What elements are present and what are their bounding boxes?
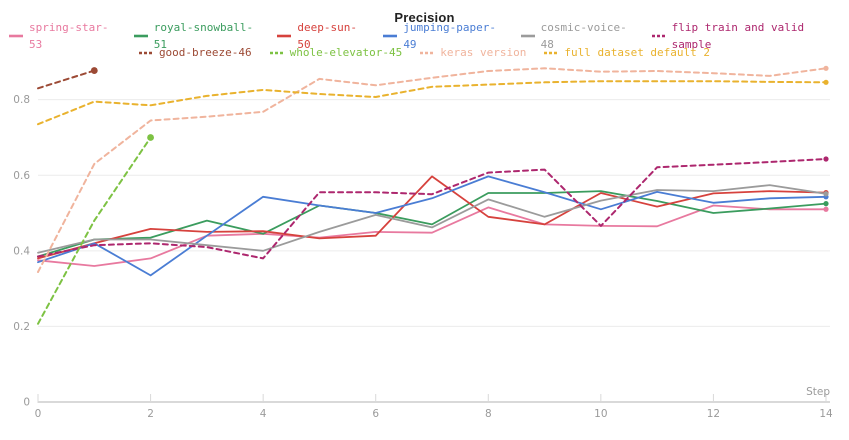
solid-line-swatch-icon xyxy=(277,34,292,37)
legend-label: deep-sun-50 xyxy=(297,20,357,51)
y-tick-label-0.6: 0.6 xyxy=(13,170,30,182)
legend-item-keras-version[interactable]: keras version xyxy=(420,44,526,61)
legend-label: whole-elevator-45 xyxy=(289,46,403,59)
solid-line-swatch-icon xyxy=(520,34,535,37)
legend-item-cosmic-voice-48[interactable]: cosmic-voice-48 xyxy=(520,19,634,53)
dashed-line-swatch-icon xyxy=(651,34,666,37)
solid-line-swatch-icon xyxy=(133,34,148,37)
solid-line-swatch-icon xyxy=(9,34,23,37)
series-end-dot-good-breeze-46 xyxy=(90,67,98,74)
series-end-dot-cosmic-voice-48 xyxy=(823,191,829,197)
chart-title: Precision xyxy=(394,10,455,25)
legend-label: keras version xyxy=(440,46,527,59)
legend-label: royal-snowball-51 xyxy=(153,20,254,51)
legend-label: spring-star-53 xyxy=(29,20,109,51)
series-line-flip-train-and-valid-sample xyxy=(37,158,827,260)
legend: spring-star-53 royal-snowball-51 deep-sun-… xyxy=(0,21,849,61)
y-tick-label-0.4: 0.4 xyxy=(13,245,30,257)
dashed-line-swatch-icon xyxy=(138,51,153,54)
legend-label: full dataset default 2 xyxy=(564,46,711,59)
series-end-dot-full-dataset-default-2 xyxy=(823,79,829,85)
series-line-jumping-paper-49 xyxy=(37,175,827,277)
series-line-spring-star-53 xyxy=(37,204,827,267)
legend-item-royal-snowball-51[interactable]: royal-snowball-51 xyxy=(133,19,260,53)
legend-item-jumping-paper-49[interactable]: jumping-paper-49 xyxy=(383,19,502,53)
series-line-good-breeze-46 xyxy=(37,69,96,90)
series-line-deep-sun-50 xyxy=(37,175,827,260)
y-tick-label-0.8: 0.8 xyxy=(13,94,30,106)
legend-row-2: good-breeze-46 whole-elevator-45 keras ver… xyxy=(0,44,849,61)
legend-item-deep-sun-50[interactable]: deep-sun-50 xyxy=(277,19,365,53)
x-axis-title: Step xyxy=(806,386,830,398)
y-tick-label-0: 0 xyxy=(23,397,30,409)
legend-label: good-breeze-46 xyxy=(158,46,252,59)
series-end-dot-keras-version xyxy=(823,65,829,71)
solid-line-swatch-icon xyxy=(383,34,398,37)
dashed-line-swatch-icon xyxy=(269,51,284,54)
x-tick-label-8: 8 xyxy=(485,408,492,420)
series-line-full-dataset-default-2 xyxy=(37,80,827,126)
legend-item-whole-elevator-45[interactable]: whole-elevator-45 xyxy=(269,44,403,61)
series-end-dot-flip-train-and-valid-sample xyxy=(823,156,829,162)
series-line-whole-elevator-45 xyxy=(37,136,152,325)
series-line-royal-snowball-51 xyxy=(37,190,827,258)
legend-label: jumping-paper-49 xyxy=(403,20,497,51)
x-tick-label-2: 2 xyxy=(147,408,154,420)
series-line-keras-version xyxy=(37,67,827,273)
legend-label: cosmic-voice-48 xyxy=(540,20,627,51)
legend-item-flip-train-and-valid-sample[interactable]: flip train and valid sample xyxy=(651,19,840,53)
series-end-dot-whole-elevator-45 xyxy=(147,134,154,141)
legend-item-good-breeze-46[interactable]: good-breeze-46 xyxy=(138,44,252,61)
x-tick-label-0: 0 xyxy=(35,408,42,420)
legend-label: flip train and valid sample xyxy=(671,20,805,51)
legend-item-full-dataset-default-2[interactable]: full dataset default 2 xyxy=(544,44,710,61)
legend-row-1: spring-star-53 royal-snowball-51 deep-sun-… xyxy=(0,21,849,51)
dashed-line-swatch-icon xyxy=(544,51,559,54)
legend-item-spring-star-53[interactable]: spring-star-53 xyxy=(9,19,116,53)
x-tick-label-6: 6 xyxy=(372,408,379,420)
series-end-dot-spring-star-53 xyxy=(823,206,829,212)
dashed-line-swatch-icon xyxy=(420,51,435,54)
y-tick-label-0.2: 0.2 xyxy=(13,321,30,333)
x-tick-label-10: 10 xyxy=(594,408,607,420)
x-tick-label-12: 12 xyxy=(707,408,720,420)
series-line-cosmic-voice-48 xyxy=(37,184,827,254)
x-tick-label-4: 4 xyxy=(260,408,267,420)
x-tick-label-14: 14 xyxy=(819,408,833,420)
series-end-dot-royal-snowball-51 xyxy=(823,201,829,207)
